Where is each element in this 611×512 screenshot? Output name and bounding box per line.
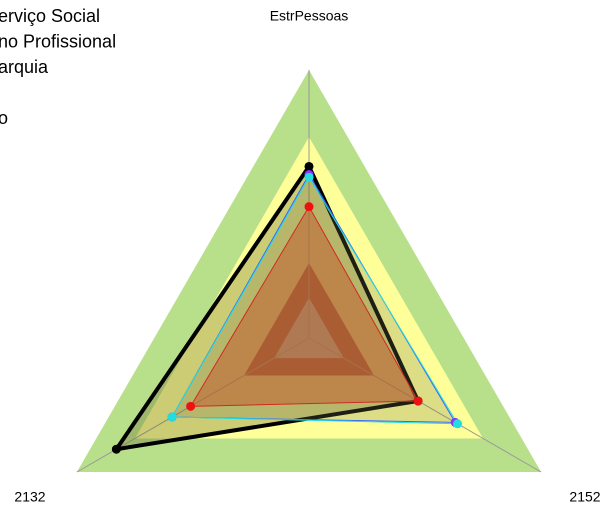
axis-label: 2132	[14, 489, 45, 505]
legend-text: arquia	[0, 57, 49, 77]
data-point	[304, 172, 314, 182]
series-area	[171, 176, 459, 425]
legend-text: no Profissional	[0, 31, 116, 51]
data-point	[304, 161, 314, 171]
data-point	[304, 202, 314, 212]
series-area	[190, 206, 419, 407]
data-point	[186, 401, 196, 411]
data-point	[413, 396, 423, 406]
axis-label: EstrPessoas	[270, 8, 349, 24]
data-point	[453, 419, 463, 429]
legend-text: o	[0, 108, 8, 128]
data-point	[111, 444, 121, 454]
legend-text: erviço Social	[0, 6, 100, 26]
axis-label: 2152	[569, 489, 600, 505]
data-point	[167, 412, 177, 422]
